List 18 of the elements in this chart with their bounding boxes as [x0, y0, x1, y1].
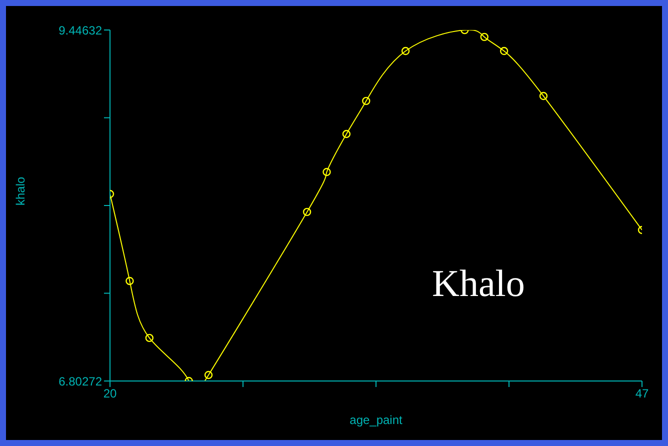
point	[302, 208, 312, 216]
x-axis-title: age_paint	[350, 413, 404, 427]
y-tick-label: 9.44632	[58, 23, 102, 38]
point	[204, 370, 213, 380]
point	[362, 96, 370, 106]
point	[126, 276, 134, 286]
point	[480, 32, 488, 42]
x-tick-label: 20	[103, 386, 117, 401]
x-tick-label: 47	[635, 386, 649, 401]
point	[145, 334, 154, 342]
point	[401, 46, 410, 56]
point	[500, 46, 508, 56]
point	[342, 130, 351, 138]
y-axis-title: khalo	[13, 176, 28, 206]
point	[322, 168, 331, 176]
point	[539, 92, 548, 100]
annotation: Khalo	[432, 262, 525, 306]
y-tick-label: 6.80272	[58, 374, 102, 388]
